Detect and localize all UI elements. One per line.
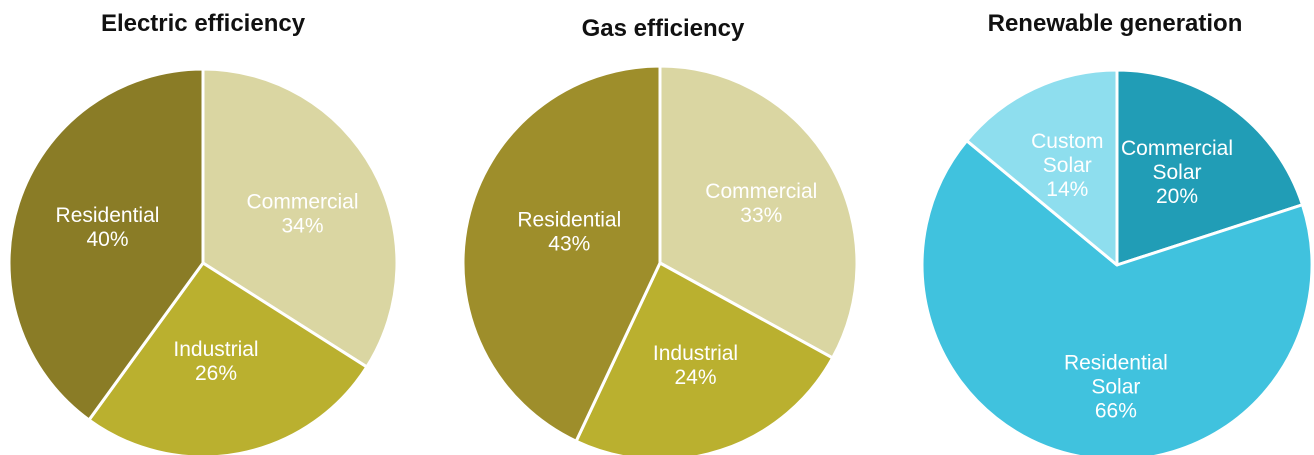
slice-label-residential: Residential 43%: [517, 208, 621, 255]
slice-category-label: Commercial: [1121, 137, 1233, 160]
slice-category-label: Solar: [1152, 161, 1201, 184]
slice-category-label: Industrial: [653, 342, 738, 365]
slice-category-label: Custom: [1031, 130, 1103, 153]
pie-slice-residential: [7, 67, 205, 422]
slice-value-label: 33%: [740, 204, 782, 227]
slice-value-label: 26%: [195, 362, 237, 385]
slice-category-label: Commercial: [705, 180, 817, 203]
pie-slice-commercial: [658, 64, 859, 360]
slice-label-residential: Residential 40%: [56, 204, 160, 251]
slice-label-residential-solar: Residential Solar 66%: [1064, 351, 1168, 422]
pie-slice-industrial: [87, 261, 369, 455]
pie-chart-gas-efficiency: Gas efficiency Commercial 33% Industrial 24%…: [461, 15, 859, 455]
slice-value-label: 43%: [548, 232, 590, 255]
slice-category-label: Residential: [517, 208, 621, 231]
slice-value-label: 66%: [1095, 399, 1137, 422]
slice-value-label: 24%: [674, 366, 716, 389]
pie-slice-commercial-solar: [1115, 68, 1304, 267]
slice-value-label: 34%: [281, 215, 323, 238]
pie-slice-residential-solar: [920, 139, 1314, 455]
slice-category-label: Solar: [1043, 154, 1092, 177]
slice-value-label: 20%: [1156, 185, 1198, 208]
chart-title: Electric efficiency: [101, 10, 306, 37]
pie-slice-custom-solar: [965, 68, 1119, 267]
slice-label-commercial-solar: Commercial Solar 20%: [1121, 137, 1233, 208]
chart-title: Gas efficiency: [582, 15, 745, 42]
slice-label-commercial: Commercial 34%: [246, 191, 358, 238]
slice-label-custom-solar: Custom Solar 14%: [1031, 130, 1103, 201]
slice-value-label: 40%: [86, 228, 128, 251]
slice-value-label: 14%: [1046, 178, 1088, 201]
slice-category-label: Industrial: [173, 338, 258, 361]
slice-label-industrial: Industrial 26%: [173, 338, 258, 385]
pie-slice-industrial: [574, 261, 835, 455]
slice-category-label: Residential: [56, 204, 160, 227]
slice-label-commercial: Commercial 33%: [705, 180, 817, 227]
pie-chart-electric-efficiency: Electric efficiency Commercial 34% Industri…: [7, 10, 399, 455]
slice-category-label: Residential: [1064, 351, 1168, 374]
chart-title: Renewable generation: [988, 10, 1243, 37]
pie-slice-residential: [461, 64, 662, 443]
slice-label-industrial: Industrial 24%: [653, 342, 738, 389]
slice-category-label: Commercial: [246, 191, 358, 214]
slice-category-label: Solar: [1091, 375, 1140, 398]
